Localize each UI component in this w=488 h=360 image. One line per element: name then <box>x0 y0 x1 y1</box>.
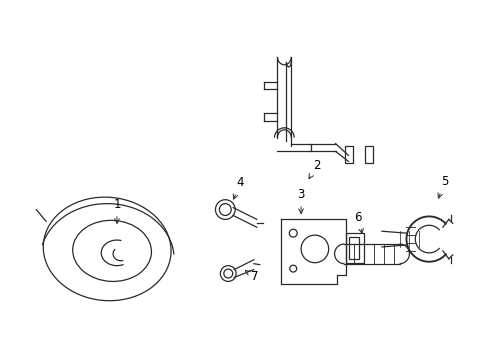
Bar <box>365 145 372 163</box>
Text: 4: 4 <box>233 176 244 199</box>
Text: 2: 2 <box>308 159 320 179</box>
Bar <box>345 145 352 163</box>
Text: 5: 5 <box>437 175 447 198</box>
Text: 1: 1 <box>113 198 121 224</box>
Text: 7: 7 <box>245 270 258 283</box>
Text: 6: 6 <box>354 211 363 233</box>
Bar <box>346 233 364 263</box>
Bar <box>348 237 359 259</box>
Text: 3: 3 <box>297 188 304 213</box>
